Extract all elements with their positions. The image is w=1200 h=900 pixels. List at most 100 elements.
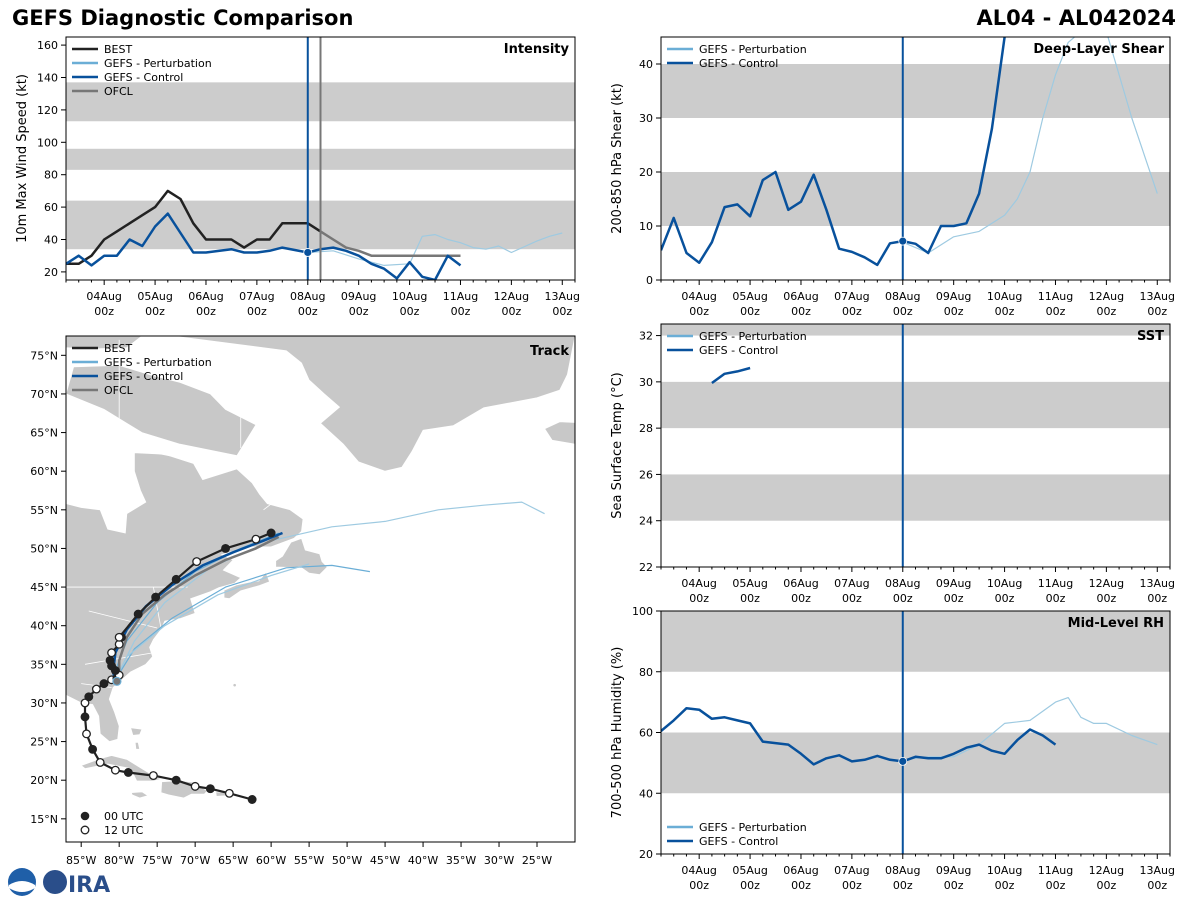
intensity-x-tick-label: 13Aug xyxy=(545,290,580,303)
panel-intensity: 04Aug 00z 05Aug 00z 06Aug 00z 07Aug 00z 08Aug 00z… xyxy=(15,36,580,318)
rh-x-tick-label: 00z xyxy=(893,879,913,892)
rh-x-tick-label: 12Aug xyxy=(1089,864,1124,877)
cira-globe-icon xyxy=(43,870,67,894)
intensity-x-tick-label: 09Aug xyxy=(341,290,376,303)
shear-y-tick-label: 30 xyxy=(639,112,653,125)
track-x-tick-label: 85°W xyxy=(66,854,96,867)
track-x-tick-label: 70°W xyxy=(180,854,210,867)
intensity-y-axis-label: 10m Max Wind Speed (kt) xyxy=(15,74,30,243)
sst-x-tick-label: 00z xyxy=(842,592,862,605)
shear-x-tick-label: 00z xyxy=(995,305,1015,318)
track-map xyxy=(66,336,575,804)
track-best-12utc-point xyxy=(80,698,90,708)
track-y-tick-label: 65°N xyxy=(30,427,58,440)
legend-ofcl-label: OFCL xyxy=(104,384,134,397)
rh-x-tick-label: 00z xyxy=(1147,879,1167,892)
shear-x-tick-label: 00z xyxy=(842,305,862,318)
track-x-tick-label: 30°W xyxy=(484,854,514,867)
track-best-00utc-point xyxy=(171,574,181,584)
intensity-x-tick-label: 05Aug xyxy=(137,290,172,303)
track-best-12utc-point xyxy=(190,781,200,791)
shear-x-tick-label: 00z xyxy=(689,305,709,318)
land-newfoundland xyxy=(275,537,328,576)
intensity-x-tick-label: 00z xyxy=(349,305,369,318)
legend-ofcl-label: OFCL xyxy=(104,85,134,98)
sst-panel-title: SST xyxy=(1137,329,1164,344)
legend-00utc-marker xyxy=(80,811,90,821)
legend-12utc-marker xyxy=(80,825,90,835)
shear-x-tick-label: 08Aug xyxy=(885,290,920,303)
shear-series xyxy=(661,37,1158,267)
shear-x-tick-label: 10Aug xyxy=(987,290,1022,303)
map-border-line xyxy=(149,451,238,470)
map-border-line xyxy=(96,420,135,433)
track-best-00utc-point xyxy=(171,775,181,785)
sst-x-tick-label: 08Aug xyxy=(885,577,920,590)
shear-x-tick-label: 05Aug xyxy=(732,290,767,303)
sst-y-tick-label: 30 xyxy=(639,376,653,389)
track-ofcl xyxy=(117,535,280,682)
shear-x-tick-label: 00z xyxy=(1147,305,1167,318)
track-x-tick-label: 60°W xyxy=(256,854,286,867)
sst-series xyxy=(711,366,751,385)
land-bahamas-north xyxy=(130,727,143,736)
intensity-x-tick-label: 00z xyxy=(501,305,521,318)
track-x-tick-label: 65°W xyxy=(218,854,248,867)
legend-perturbation-label: GEFS - Perturbation xyxy=(699,330,807,343)
land-iceland xyxy=(544,421,575,445)
track-y-tick-label: 15°N xyxy=(30,813,58,826)
intensity-x-tick-label: 00z xyxy=(94,305,114,318)
sst-y-tick-label: 24 xyxy=(639,515,653,528)
track-best-12utc-point xyxy=(91,684,101,694)
sst-x-tick-label: 00z xyxy=(893,592,913,605)
rh-shade-band xyxy=(661,611,1170,672)
intensity-y-tick-label: 60 xyxy=(44,201,58,214)
noaa-cira-logo: IRA xyxy=(8,868,110,898)
track-x-tick-label: 75°W xyxy=(142,854,172,867)
track-y-tick-label: 50°N xyxy=(30,542,58,555)
legend-perturbation-label: GEFS - Perturbation xyxy=(699,43,807,56)
rh-x-tick-label: 00z xyxy=(791,879,811,892)
shear-x-tick-label: 00z xyxy=(1096,305,1116,318)
legend-perturbation-label: GEFS - Perturbation xyxy=(104,57,212,70)
shear-x-tick-label: 13Aug xyxy=(1140,290,1175,303)
sst-x-tick-label: 00z xyxy=(1147,592,1167,605)
rh-series-gefs-perturbation xyxy=(902,696,1158,761)
track-best-12utc-point xyxy=(107,648,117,658)
rh-x-tick-label: 00z xyxy=(944,879,964,892)
shear-series-gefs-perturbation xyxy=(902,37,1158,254)
shear-x-tick-label: 07Aug xyxy=(834,290,869,303)
legend-control-label: GEFS - Control xyxy=(699,835,778,848)
sst-x-tick-label: 04Aug xyxy=(681,577,716,590)
legend-control-label: GEFS - Control xyxy=(699,344,778,357)
track-best-12utc-point xyxy=(110,765,120,775)
panel-shear: 04Aug 00z 05Aug 00z 06Aug 00z 07Aug 00z 08Aug 00z… xyxy=(610,36,1175,318)
track-best-12utc-point xyxy=(95,757,105,767)
intensity-x-tick-label: 11Aug xyxy=(443,290,478,303)
shear-x-tick-label: 06Aug xyxy=(783,290,818,303)
intensity-y-tick-label: 140 xyxy=(37,72,58,85)
rh-x-tick-label: 10Aug xyxy=(987,864,1022,877)
sst-x-tick-label: 09Aug xyxy=(936,577,971,590)
shear-analysis-point xyxy=(898,236,908,246)
shear-x-tick-label: 12Aug xyxy=(1089,290,1124,303)
track-y-tick-label: 35°N xyxy=(30,658,58,671)
track-best-00utc-point xyxy=(105,656,115,665)
panel-sst: 04Aug 00z 05Aug 00z 06Aug 00z 07Aug 00z 08Aug 00z… xyxy=(610,323,1175,605)
sst-shade-band xyxy=(661,324,1170,336)
track-best-00utc-point xyxy=(133,609,143,619)
track-perturbation-2 xyxy=(114,564,370,681)
track-best-00utc-point xyxy=(88,744,98,754)
sst-x-tick-label: 00z xyxy=(1046,592,1066,605)
intensity-y-tick-label: 80 xyxy=(44,169,58,182)
rh-x-tick-label: 00z xyxy=(689,879,709,892)
rh-y-tick-label: 100 xyxy=(632,605,653,618)
rh-x-tick-label: 06Aug xyxy=(783,864,818,877)
track-y-tick-label: 20°N xyxy=(30,774,58,787)
intensity-analysis-point xyxy=(303,248,313,257)
shear-shade-band xyxy=(661,172,1170,226)
